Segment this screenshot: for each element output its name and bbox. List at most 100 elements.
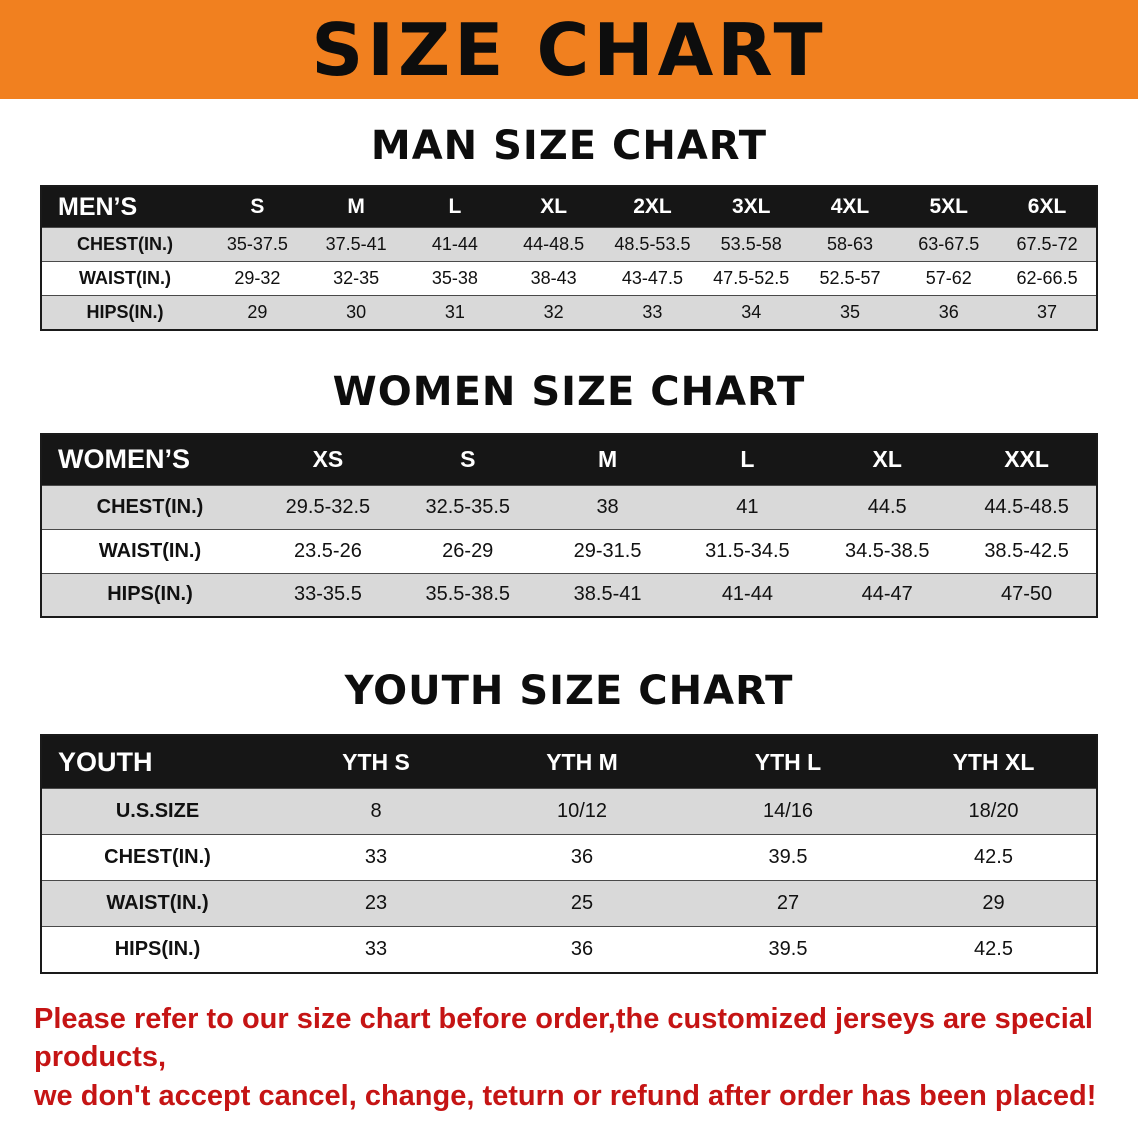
table-cell: 32 <box>543 301 564 322</box>
page-title: SIZE CHART <box>311 7 827 92</box>
table-cell: 39.5 <box>768 846 808 868</box>
table-cell: 23.5-26 <box>293 539 362 562</box>
column-header: 2XL <box>603 186 702 228</box>
table-row: WAIST(IN.) 23 25 27 29 <box>41 880 1097 927</box>
table-cell: 36 <box>570 937 594 960</box>
note-line-2: we don't accept cancel, change, teturn o… <box>34 1079 1097 1112</box>
table-cell: 29-32 <box>234 268 281 288</box>
section-heading-men: MAN SIZE CHART <box>370 123 768 169</box>
women-size-table: WOMEN’S XS S M L XL XXL CHEST(IN.) 29.5-32.5 32.5… <box>40 432 1098 618</box>
column-header: YTH XL <box>891 735 1097 789</box>
table-row: CHEST(IN.) 35-37.5 37.5-41 41-44 44-48.5 48.5… <box>41 227 1097 262</box>
order-note: Please refer to our size chart before or… <box>34 1000 1108 1116</box>
table-row: HIPS(IN.) 33-35.5 35.5-38.5 38.5-41 41-44 44-… <box>41 573 1097 617</box>
row-label: WAIST(IN.) <box>98 539 202 562</box>
table-row: HIPS(IN.) 29 30 31 32 33 34 35 36 37 <box>41 295 1097 330</box>
section-heading-women: WOMEN SIZE CHART <box>332 368 806 415</box>
table-cell: 33 <box>642 301 663 322</box>
table-cell: 39.5 <box>768 937 808 960</box>
table-title-cell: MEN’S <box>41 186 208 228</box>
table-cell: 43-47.5 <box>621 268 683 288</box>
table-cell: 27 <box>776 892 800 914</box>
table-cell: 58-63 <box>826 234 873 254</box>
table-cell: 26-29 <box>442 539 494 562</box>
table-cell: 36 <box>570 846 594 868</box>
section-men: MAN SIZE CHART MEN’S S M L XL 2XL 3XL 4XL 5XL 6XL… <box>0 99 1138 331</box>
table-cell: 32.5-35.5 <box>425 495 510 518</box>
table-cell: 63-67.5 <box>918 234 980 254</box>
table-cell: 67.5-72 <box>1016 234 1078 254</box>
table-row: WAIST(IN.) 23.5-26 26-29 29-31.5 31.5-34.5 34… <box>41 529 1097 573</box>
column-header: 6XL <box>998 186 1097 228</box>
table-cell: 42.5 <box>974 937 1013 960</box>
column-header: XL <box>504 186 604 228</box>
row-label: WAIST(IN.) <box>106 892 209 914</box>
table-cell: 29 <box>982 892 1005 914</box>
row-label: HIPS(IN.) <box>107 583 193 606</box>
column-header: XL <box>817 433 958 485</box>
table-cell: 38.5-42.5 <box>984 539 1069 562</box>
row-label: HIPS(IN.) <box>114 937 201 960</box>
column-header: S <box>397 433 538 485</box>
table-cell: 33 <box>364 937 388 960</box>
table-cell: 47-50 <box>1000 583 1053 606</box>
table-cell: 38 <box>596 495 619 518</box>
table-row: U.S.SIZE 8 10/12 14/16 18/20 <box>41 788 1097 835</box>
table-cell: 18/20 <box>968 800 1019 822</box>
table-cell: 38.5-41 <box>573 583 642 606</box>
table-title-cell: YOUTH <box>41 735 273 789</box>
table-header-row: YOUTH YTH S YTH M YTH L YTH XL <box>41 735 1097 789</box>
table-cell: 42.5 <box>974 846 1013 868</box>
table-cell: 25 <box>570 892 594 914</box>
column-header: YTH M <box>479 735 685 789</box>
column-header: YTH L <box>685 735 891 789</box>
table-cell: 30 <box>346 301 367 322</box>
table-cell: 44.5-48.5 <box>984 495 1069 518</box>
table-cell: 57-62 <box>925 268 972 288</box>
column-header: M <box>537 433 678 485</box>
table-cell: 31.5-34.5 <box>705 539 790 562</box>
men-size-table: MEN’S S M L XL 2XL 3XL 4XL 5XL 6XL CHEST(IN.) 35-37… <box>40 185 1098 331</box>
table-cell: 29.5-32.5 <box>285 495 371 518</box>
row-label: CHEST(IN.) <box>104 846 211 868</box>
table-cell: 36 <box>938 301 959 322</box>
table-cell: 8 <box>370 800 382 822</box>
table-cell: 41-44 <box>431 234 478 254</box>
row-label: HIPS(IN.) <box>86 301 164 322</box>
table-row: HIPS(IN.) 33 36 39.5 42.5 <box>41 926 1097 973</box>
table-cell: 44.5 <box>867 495 907 518</box>
table-cell: 14/16 <box>762 800 814 822</box>
table-cell: 29 <box>247 301 268 322</box>
section-youth: YOUTH SIZE CHART YOUTH YTH S YTH M YTH L YTH… <box>0 618 1138 974</box>
table-cell: 44-47 <box>861 583 913 606</box>
table-cell: 52.5-57 <box>819 268 881 288</box>
table-cell: 44-48.5 <box>523 234 585 254</box>
table-cell: 29-31.5 <box>573 539 642 562</box>
table-cell: 33 <box>364 846 388 868</box>
table-row: CHEST(IN.) 33 36 39.5 42.5 <box>41 834 1097 881</box>
section-heading-youth: YOUTH SIZE CHART <box>344 668 794 714</box>
table-cell: 41-44 <box>721 583 773 606</box>
table-cell: 37.5-41 <box>325 234 387 254</box>
table-cell: 23 <box>364 892 388 914</box>
row-label: CHEST(IN.) <box>77 234 173 254</box>
table-header-row: WOMEN’S XS S M L XL XXL <box>41 433 1097 485</box>
table-cell: 31 <box>444 301 465 322</box>
table-cell: 35-38 <box>431 268 478 288</box>
table-cell: 32-35 <box>333 268 380 288</box>
note-line-1: Please refer to our size chart before or… <box>34 1002 1093 1074</box>
column-header: XXL <box>957 433 1097 485</box>
column-header: M <box>306 186 406 228</box>
row-label: WAIST(IN.) <box>79 268 171 288</box>
column-header: XS <box>258 433 398 485</box>
youth-size-table: YOUTH YTH S YTH M YTH L YTH XL U.S.SIZE 8 10/12… <box>40 734 1098 974</box>
table-cell: 33-35.5 <box>293 583 362 606</box>
table-cell: 41 <box>736 495 759 518</box>
column-header: 3XL <box>701 186 801 228</box>
table-cell: 34 <box>741 301 762 322</box>
row-label: CHEST(IN.) <box>96 495 204 518</box>
row-label: U.S.SIZE <box>115 800 200 822</box>
column-header: L <box>677 433 818 485</box>
table-cell: 35.5-38.5 <box>425 583 510 606</box>
